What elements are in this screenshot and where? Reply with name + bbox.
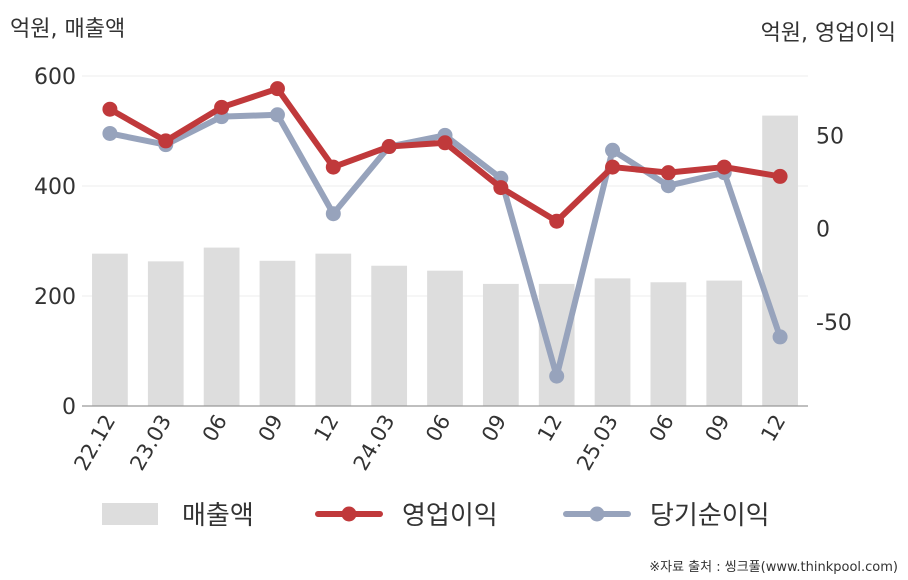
x-tick-label: 06 [645,411,679,446]
bar [706,280,743,406]
x-tick-label: 12 [533,411,567,446]
bar [762,115,798,406]
bar-series [92,115,798,406]
data-point [214,99,230,115]
right-axis-ticks: -50 0 50 [816,124,852,336]
left-tick-label: 0 [62,395,76,420]
x-tick-label: 06 [421,411,455,446]
bar [203,247,240,406]
data-point [269,81,285,97]
legend-item: 영업이익 [315,501,498,531]
legend-label: 당기순이익 [650,501,770,531]
x-tick-label: 09 [477,411,511,446]
x-tick-label: 24.03 [349,411,400,475]
bar [259,260,296,406]
left-tick-label: 600 [34,65,76,90]
bar [147,261,184,406]
legend: 매출액 영업이익 당기순이익 [102,501,770,531]
data-point [269,107,285,123]
data-point [158,133,174,149]
data-point [437,135,453,151]
gridlines [82,75,808,297]
bar [371,265,408,406]
x-tick-label: 23.03 [125,411,176,475]
legend-swatch-bar [102,503,158,525]
right-tick-label: 0 [816,218,830,243]
data-point [772,168,788,184]
data-point [325,159,341,175]
bar [482,283,519,406]
bar [594,278,631,406]
x-tick-label: 12 [756,411,790,446]
left-tick-label: 200 [34,285,76,310]
data-point [660,165,676,181]
legend-swatch-marker [341,506,357,522]
data-point [549,213,565,229]
bar [538,283,575,406]
right-tick-label: -50 [816,311,852,336]
data-point [605,159,621,175]
bar [427,270,463,406]
data-point [381,139,397,155]
right-tick-label: 50 [816,124,844,149]
data-point [716,159,732,175]
legend-label: 영업이익 [402,501,498,531]
x-tick-label: 09 [254,411,288,446]
data-point [325,206,341,222]
legend-label: 매출액 [182,501,254,531]
data-point [772,329,788,345]
data-point [102,125,118,141]
x-tick-label: 22.12 [69,411,120,475]
x-tick-label: 09 [700,411,734,446]
data-point [549,368,565,384]
series-line [106,85,784,225]
data-point [660,178,676,194]
data-point [493,180,509,196]
bar [92,253,128,406]
x-tick-label: 06 [198,411,232,446]
line-series [102,81,788,384]
left-tick-label: 400 [34,175,76,200]
source-note: ※자료 출처 : 씽크풀(www.thinkpool.com) [649,560,898,575]
series-영업이익 [102,81,788,229]
data-point [102,101,118,117]
data-point [605,142,621,158]
right-axis-label: 억원, 영업이익 [761,21,896,46]
legend-swatch-marker [589,506,605,522]
bar [315,253,352,406]
x-tick-label: 12 [309,411,343,446]
legend-item: 매출액 [102,501,254,531]
legend-item: 당기순이익 [563,501,770,531]
bar [650,282,687,406]
x-axis-ticks: 22.12 23.03 06 09 12 24.03 06 09 12 25.03 06 09 12 [69,411,790,475]
x-tick-label: 25.03 [572,411,623,475]
left-axis-label: 억원, 매출액 [10,17,125,42]
left-axis-ticks: 0 200 400 600 [34,65,76,420]
